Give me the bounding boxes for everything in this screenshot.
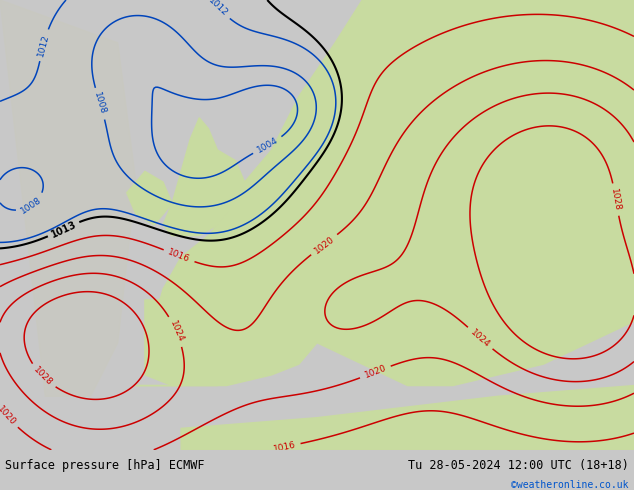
Text: 1028: 1028 <box>32 365 54 388</box>
Polygon shape <box>145 300 254 386</box>
Text: 1016: 1016 <box>272 440 297 454</box>
Text: 1012: 1012 <box>206 0 229 19</box>
Text: 1028: 1028 <box>609 188 623 212</box>
Polygon shape <box>136 0 634 386</box>
Text: 1020: 1020 <box>0 404 17 427</box>
Text: 1024: 1024 <box>469 327 491 349</box>
Text: 1008: 1008 <box>93 91 108 116</box>
Polygon shape <box>163 118 245 236</box>
Text: 1016: 1016 <box>167 247 191 264</box>
Text: 1020: 1020 <box>363 364 387 380</box>
Text: ©weatheronline.co.uk: ©weatheronline.co.uk <box>512 480 629 490</box>
Text: Surface pressure [hPa] ECMWF: Surface pressure [hPa] ECMWF <box>5 459 205 471</box>
Text: Tu 28-05-2024 12:00 UTC (18+18): Tu 28-05-2024 12:00 UTC (18+18) <box>408 459 629 471</box>
Text: 1008: 1008 <box>20 195 44 215</box>
Text: 1004: 1004 <box>256 136 280 155</box>
Text: 1012: 1012 <box>36 33 51 57</box>
Polygon shape <box>408 0 571 128</box>
Polygon shape <box>0 0 136 396</box>
Polygon shape <box>272 0 498 172</box>
Polygon shape <box>127 172 172 225</box>
Text: 1020: 1020 <box>313 234 336 255</box>
Text: 1013: 1013 <box>49 219 78 239</box>
Polygon shape <box>181 386 634 450</box>
Text: 1024: 1024 <box>167 319 185 343</box>
